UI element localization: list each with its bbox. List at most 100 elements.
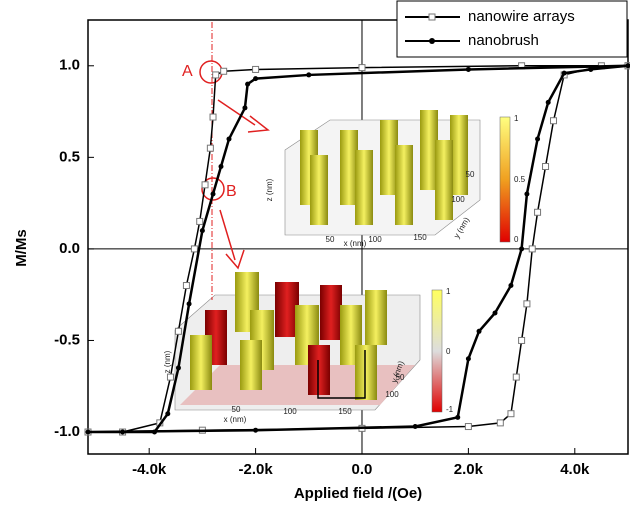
colorbar-tick: -1 [446, 405, 454, 414]
inset-tick: 100 [368, 235, 382, 244]
marker-square [182, 282, 190, 290]
inset-axis-label: z (nm) [265, 178, 274, 201]
path-arrow [317, 350, 366, 399]
marker-dot [226, 136, 232, 142]
axes: -4.0k -2.0k 0.0 2.0k 4.0k 1.0 0.5 0.0 -0.5 -1.0 [54, 20, 628, 478]
inset-tick: 100 [451, 195, 465, 204]
x-axis-label: Applied field /(Oe) [294, 485, 422, 502]
inset-tick: 100 [385, 390, 399, 399]
annotation: A [182, 63, 193, 80]
marker-dot [120, 429, 126, 435]
marker-dot [85, 429, 91, 435]
inset-tick: 50 [466, 170, 475, 179]
inset-tick: 50 [232, 405, 241, 414]
colorbar [499, 116, 511, 243]
marker-dot [625, 63, 630, 69]
marker-dot [545, 99, 551, 105]
marker-dot [519, 246, 525, 252]
colorbar-tick: 1 [514, 114, 519, 123]
marker-dot [492, 310, 498, 316]
marker-square [550, 117, 558, 125]
x-tick-label: 4.0k [560, 461, 590, 478]
y-axis-label: M/Ms [13, 229, 30, 267]
x-tick-label: 0.0 [352, 461, 373, 478]
marker-dot [455, 414, 461, 420]
marker-dot [186, 301, 192, 307]
marker-square [196, 217, 204, 225]
inset-tick: 50 [396, 373, 405, 382]
annotation-marks [199, 22, 270, 300]
y-tick-label: -1.0 [54, 423, 80, 440]
marker-square [212, 71, 220, 79]
inset-tick: 100 [283, 407, 297, 416]
marker-dot [561, 70, 567, 76]
marker-square [523, 300, 531, 308]
marker-square [464, 423, 472, 431]
marker-dot [253, 427, 259, 433]
marker-square [206, 144, 214, 152]
y-tick-label: -0.5 [54, 331, 80, 348]
marker-dot [412, 424, 418, 430]
inset-tick: 50 [326, 235, 335, 244]
inset-axis-label: x (nm) [224, 415, 247, 424]
marker-dot [242, 105, 248, 111]
marker-dot [199, 228, 205, 234]
colorbar-tick: 1 [446, 287, 451, 296]
marker-dot [465, 356, 471, 362]
marker-square [252, 65, 260, 73]
inset-tick: 150 [413, 233, 427, 242]
marker-dot [588, 66, 594, 72]
nanowires [190, 272, 387, 400]
marker-dot [152, 429, 158, 435]
colorbar [431, 289, 443, 413]
y-tick-label: 0.0 [59, 240, 80, 257]
x-tick-label: -2.0k [238, 461, 273, 478]
marker-dot [175, 365, 181, 371]
marker-square [358, 64, 366, 72]
colorbar-tick: 0 [514, 235, 519, 244]
colorbar-tick: 0.5 [514, 175, 526, 184]
marker-square [174, 327, 182, 335]
marker-square [209, 113, 217, 121]
marker-dot [165, 411, 171, 417]
plot-frame [87, 19, 629, 455]
y-tick-label: 1.0 [59, 57, 80, 74]
marker-square [507, 410, 515, 418]
marker-square [542, 162, 550, 170]
inset-axis-label: z (nm) [163, 350, 172, 373]
inset-tick: 150 [338, 407, 352, 416]
annotation: B [226, 183, 237, 200]
inset-floor [180, 365, 415, 405]
series-line [87, 64, 629, 434]
marker-square [518, 336, 526, 344]
marker-dot [306, 72, 312, 78]
marker-dot [476, 328, 482, 334]
legend-label: nanowire arrays [468, 8, 575, 25]
marker-square [496, 419, 504, 427]
marker-dot [253, 76, 259, 82]
marker-dot [524, 191, 530, 197]
inset-bottom [174, 272, 443, 413]
inset-top [284, 110, 511, 243]
marker-dot [218, 163, 224, 169]
marker-square [166, 373, 174, 381]
marker-square [528, 245, 536, 253]
legend-marker [429, 38, 435, 44]
marker-dot [508, 283, 514, 289]
legend: nanowire arrays nanobrush [396, 0, 628, 58]
inset-axis-label: x (nm) [344, 239, 367, 248]
legend-marker [428, 13, 436, 21]
x-tick-label: 2.0k [454, 461, 484, 478]
marker-dot [465, 66, 471, 72]
marker-square [201, 181, 209, 189]
y-tick-label: 0.5 [59, 148, 80, 165]
colorbar-tick: 0 [446, 347, 451, 356]
marker-square [512, 373, 520, 381]
marker-dot [210, 191, 216, 197]
nanowires [300, 110, 468, 225]
legend-label: nanobrush [468, 32, 539, 49]
marker-square [220, 67, 228, 75]
legend-box [396, 0, 628, 58]
marker-square [190, 245, 198, 253]
